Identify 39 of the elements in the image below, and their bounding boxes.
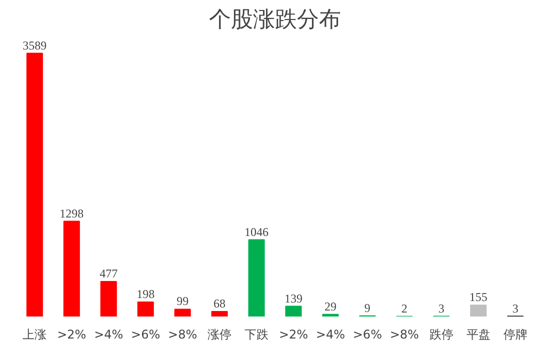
data-label: 2	[401, 301, 408, 316]
x-tick-label: >6%	[131, 328, 160, 342]
x-tick-label: 上涨	[22, 328, 47, 342]
data-label: 477	[100, 266, 118, 281]
bar	[322, 314, 339, 316]
data-label: 1298	[60, 206, 84, 220]
data-label: 1046	[244, 224, 269, 239]
bar	[26, 52, 43, 316]
x-tick-label: 停牌	[503, 328, 528, 342]
x-tick-label: >2%	[57, 328, 86, 342]
x-tick-label: 涨停	[208, 328, 232, 342]
x-tick-label: 平盘	[466, 328, 490, 342]
data-label: 9	[364, 300, 370, 315]
bar	[248, 239, 265, 316]
bar	[137, 301, 154, 316]
x-tick-label: >4%	[316, 328, 346, 342]
data-label: 3589	[22, 38, 47, 52]
data-label: 139	[284, 291, 302, 306]
data-label: 155	[469, 290, 488, 304]
data-label: 3	[438, 301, 444, 316]
data-label: 3	[512, 301, 518, 316]
x-tick-label: >8%	[390, 328, 419, 342]
data-label: 68	[214, 296, 226, 311]
x-tick-label: >2%	[278, 328, 308, 342]
bar	[211, 311, 228, 316]
x-tick-label: >8%	[168, 328, 198, 342]
bar	[174, 308, 191, 316]
bar	[63, 220, 80, 316]
x-tick-label: 下跌	[244, 328, 269, 342]
bar	[470, 304, 487, 316]
x-tick-label: 跌停	[429, 328, 454, 342]
bar	[100, 281, 117, 316]
data-label: 29	[324, 299, 336, 314]
x-tick-label: >4%	[94, 328, 124, 342]
bar	[285, 306, 302, 316]
chart-title: 个股涨跌分布	[209, 8, 341, 32]
data-label: 198	[136, 286, 155, 301]
x-tick-label: >6%	[352, 328, 382, 342]
data-label: 99	[176, 294, 189, 308]
